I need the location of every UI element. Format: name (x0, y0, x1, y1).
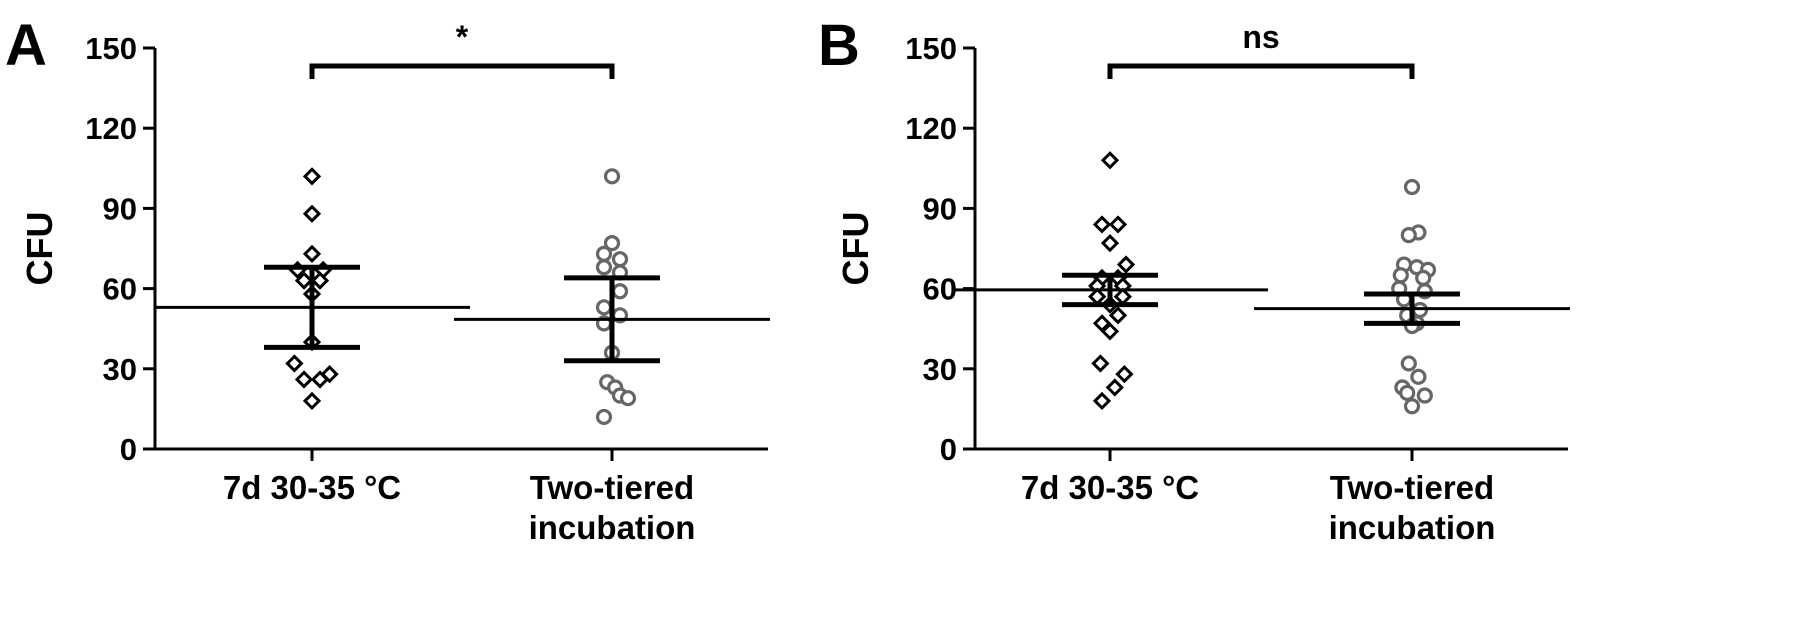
panel-b-x-tick-label: 7d 30-35 °C (1021, 469, 1199, 506)
panel-a-y-tick-label: 90 (103, 191, 137, 226)
panel-a-series-two-tiered-point (595, 245, 613, 262)
panel-b-y-axis-label: CFU (835, 212, 876, 286)
panel-b-series-two-tiered-point (1400, 227, 1417, 244)
panel-a-y-tick-label: 150 (85, 31, 137, 66)
panel-b-series-7d-point (1108, 306, 1128, 325)
panel-b-letter: B (818, 13, 860, 78)
panel-a-x-tick-label: incubation (529, 509, 696, 546)
panel-a-x-tick-label: 7d 30-35 °C (223, 469, 401, 506)
panel-a-y-tick-label: 60 (103, 272, 137, 307)
panel-a-letter: A (5, 13, 47, 78)
panel-b-series-7d-point (1100, 151, 1120, 170)
panel-a-y-tick-label: 30 (103, 352, 137, 387)
panel-b-series-two-tiered-point (1403, 178, 1421, 196)
panel-b-series-two-tiered-point (1403, 398, 1421, 415)
panel-a-series-7d-point (302, 167, 322, 186)
panel-b-x-tick-label: incubation (1329, 509, 1496, 546)
panel-b-series-7d-point (1116, 255, 1136, 274)
panel-b-y-tick-label: 60 (923, 272, 957, 307)
panel-b-significance-bracket (1107, 63, 1415, 79)
panel-b-series-two-tiered-point (1415, 269, 1432, 287)
panel-a-series-two-tiered-point (595, 299, 613, 316)
panel-a-series-two-tiered-point (619, 390, 637, 407)
panel-b-series-7d-point (1100, 234, 1120, 253)
panel-b-series-two-tiered-point (1416, 387, 1433, 404)
panel-a-y-tick-label: 0 (120, 432, 137, 467)
panel-a-series-7d-point (294, 271, 314, 290)
panel-b-series-two-tiered-point (1392, 267, 1409, 284)
panel-b-y-tick-label: 0 (940, 432, 957, 467)
panel-b-y-tick-label: 90 (923, 191, 957, 226)
panel-a-series-two-tiered-point (611, 283, 629, 300)
panel-a-y-axis-label: CFU (19, 212, 60, 286)
panel-a-series-two-tiered-point (595, 259, 613, 276)
panel-b-series-7d-point (1113, 287, 1132, 306)
panel-b-y-tick-label: 30 (923, 352, 957, 387)
panel-a-series-7d-point (310, 271, 330, 290)
panel-a-series-7d-point (302, 244, 322, 263)
panel-a-significance-label: * (456, 19, 469, 55)
panel-b-series-7d-point (1091, 354, 1110, 373)
panel-a-series-7d-point (310, 370, 330, 389)
panel-b-series-7d-point (1088, 287, 1107, 306)
panel-a-series-two-tiered-point (611, 251, 629, 268)
panel-b-y-tick-label: 150 (905, 31, 957, 66)
panel-a-series-7d-point (302, 391, 322, 411)
panel-b-series-7d-point (1105, 378, 1124, 397)
panel-b-series-7d-point (1092, 391, 1112, 411)
panel-b-series-7d-point (1108, 215, 1128, 234)
panel-a-series-two-tiered-point (595, 408, 613, 426)
panel-b-y-tick-label: 120 (905, 111, 957, 146)
panel-a-significance-bracket (309, 63, 615, 79)
panel-a-series-7d-point (285, 354, 304, 373)
panel-b-series-7d-point (1100, 322, 1120, 341)
panel-a-series-7d-point (294, 370, 314, 389)
panel-a-series-two-tiered-point (603, 235, 621, 252)
panel-a-series-7d-point (302, 204, 322, 223)
panel-b-significance-label: ns (1242, 19, 1279, 55)
panel-b-series-two-tiered-point (1399, 384, 1416, 401)
panel-b-x-tick-label: Two-tiered (1330, 469, 1494, 506)
panel-b-series-7d-point (1115, 365, 1134, 384)
panel-a-series-two-tiered-point (603, 168, 621, 185)
panel-b-series-two-tiered-point (1400, 355, 1417, 372)
panel-b-series-two-tiered-point (1410, 368, 1427, 385)
panel-a-y-tick-label: 120 (85, 111, 137, 146)
panel-b-series-7d-point (1092, 215, 1112, 234)
panel-a-x-tick-label: Two-tiered (530, 469, 694, 506)
